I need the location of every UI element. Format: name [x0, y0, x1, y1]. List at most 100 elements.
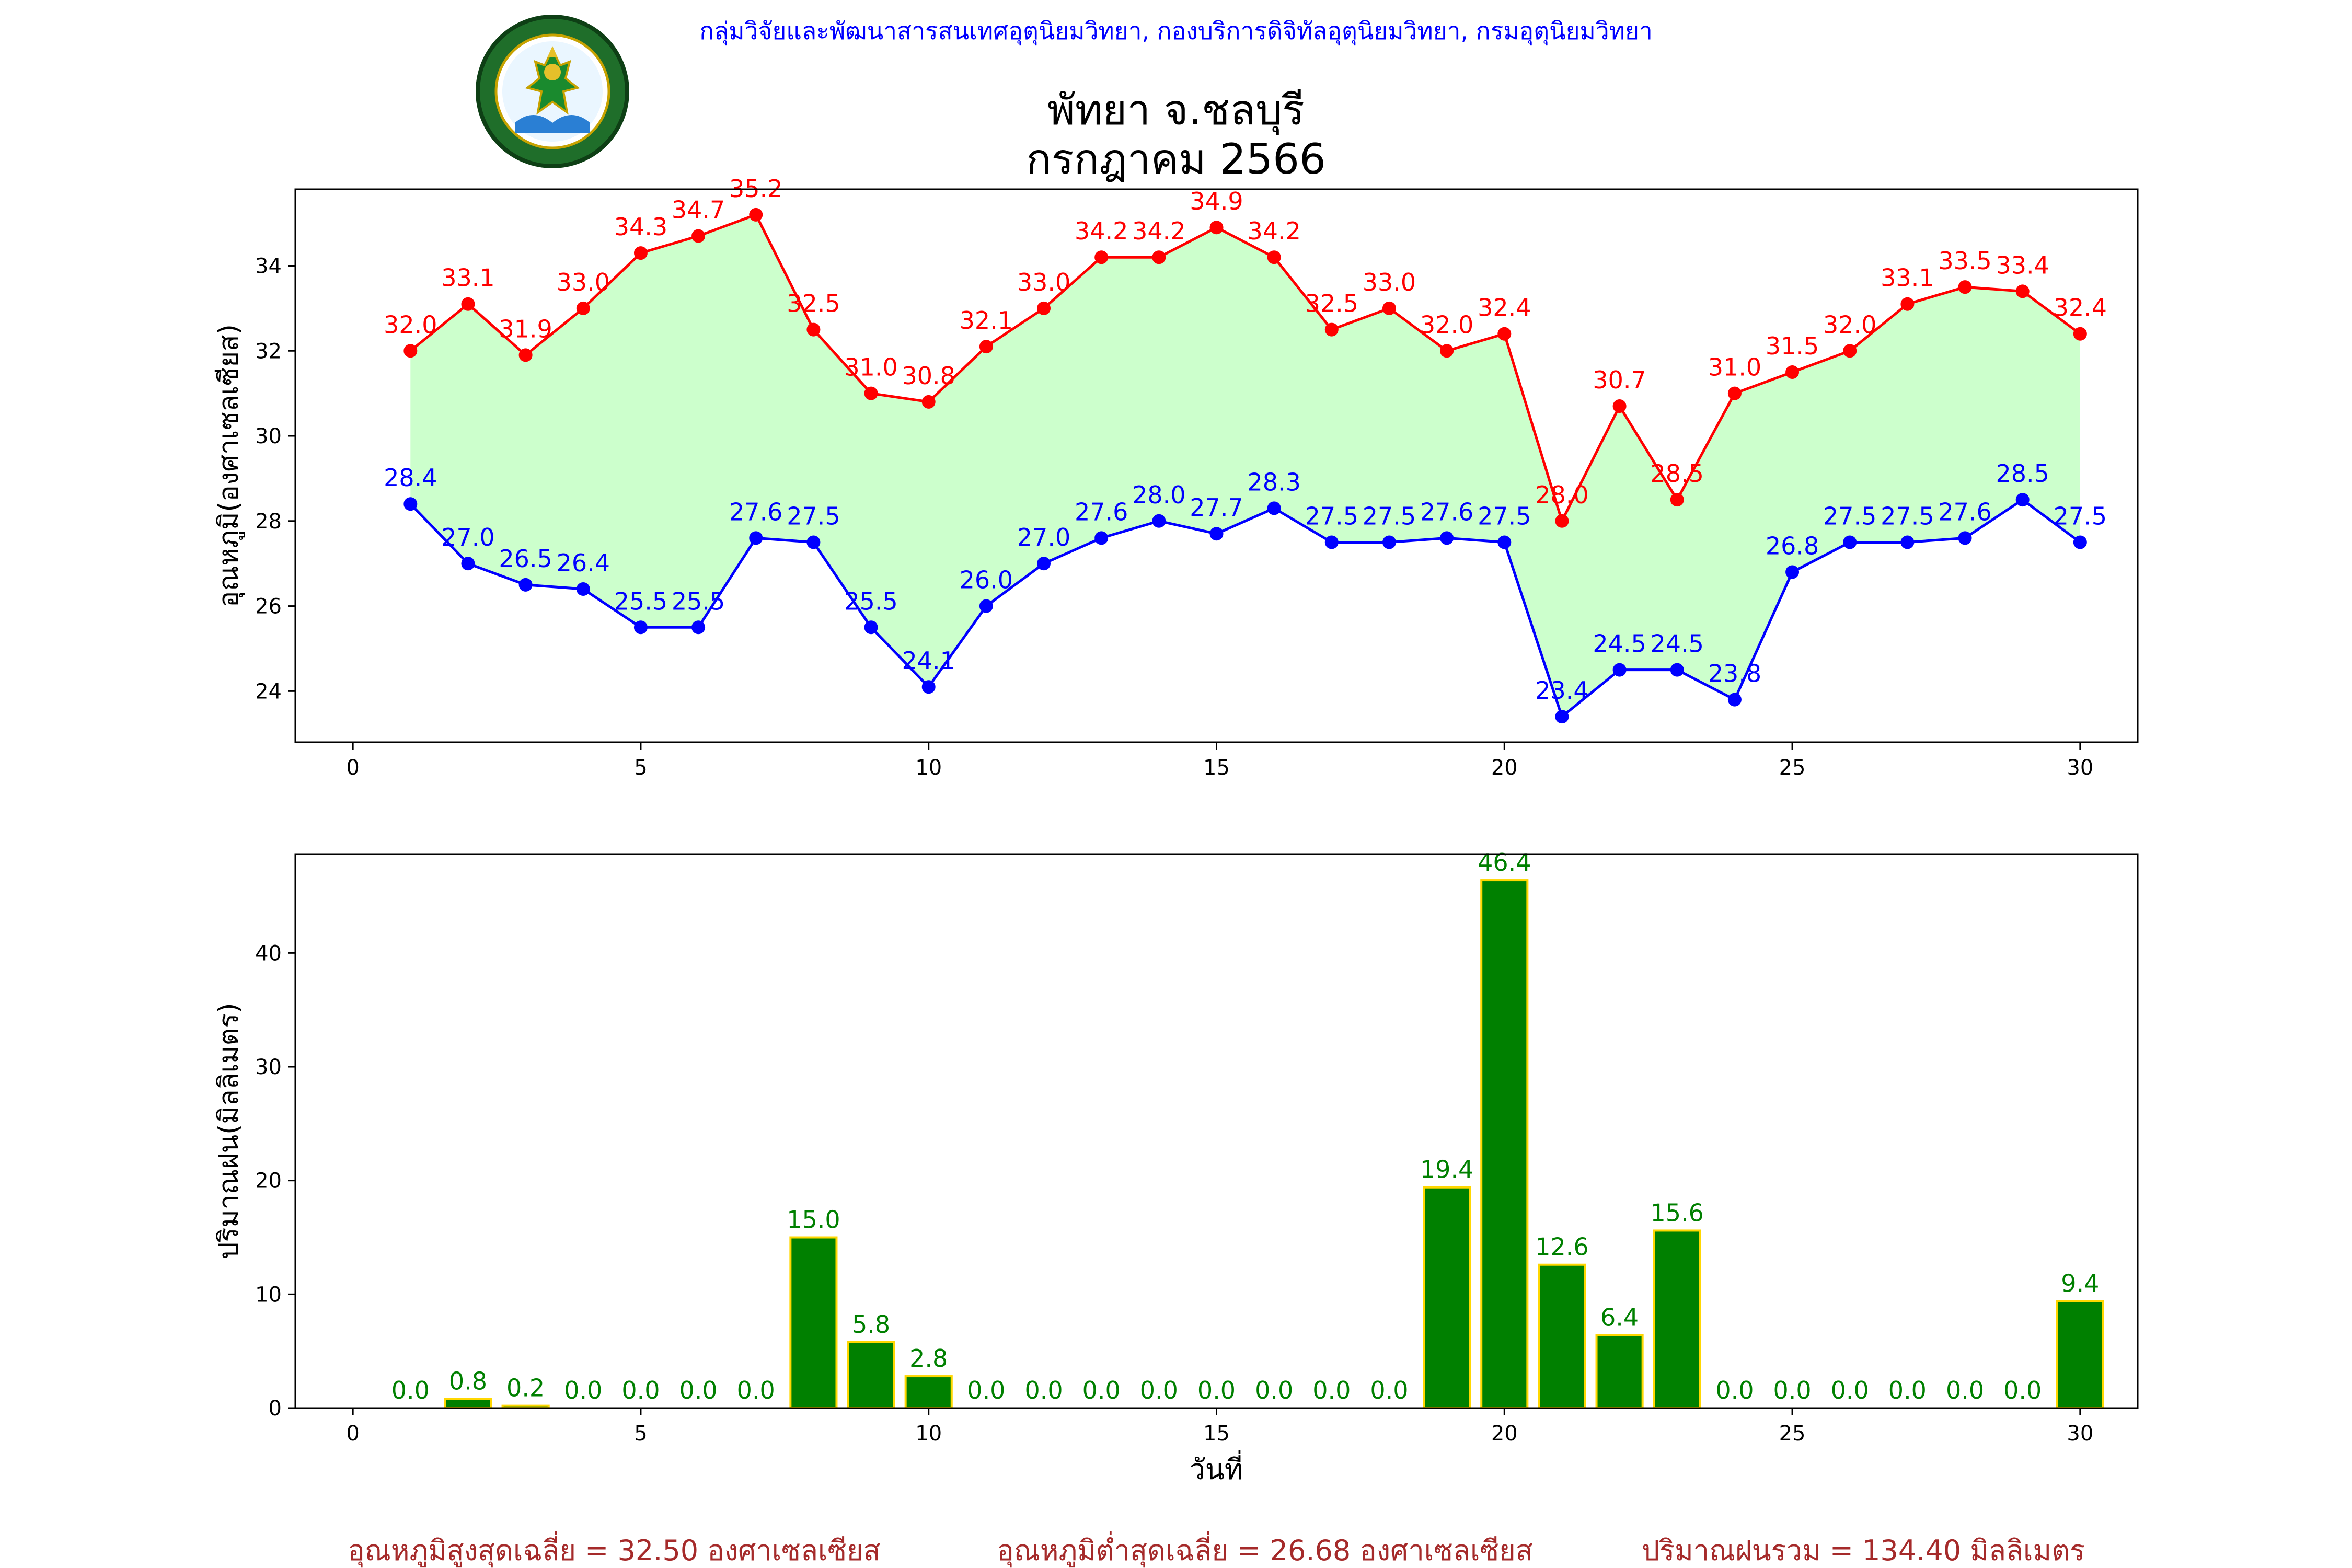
temperature-y-axis-label: อุณหภูมิ(องศาเซลเซียส): [213, 324, 245, 607]
min-temp-label: 27.6: [729, 498, 782, 526]
min-temp-point: [576, 582, 590, 596]
max-temp-point: [633, 246, 648, 260]
max-temp-point: [1440, 344, 1454, 358]
rain-value-label: 46.4: [1478, 848, 1531, 877]
min-temp-label: 28.3: [1247, 468, 1300, 496]
max-temp-label: 32.1: [960, 306, 1013, 335]
min-temp-point: [1555, 710, 1569, 724]
max-temp-label: 33.0: [1363, 268, 1416, 296]
min-temp-label: 27.5: [1823, 502, 1876, 530]
min-temp-point: [1958, 531, 1972, 545]
rain-bar: [1653, 1229, 1701, 1409]
max-temp-point: [1324, 322, 1339, 337]
max-temp-point: [2015, 284, 2030, 298]
min-temp-label: 24.5: [1651, 630, 1704, 658]
rain-value-label: 9.4: [2061, 1269, 2099, 1297]
max-temp-point: [1037, 301, 1051, 315]
max-temp-label: 30.8: [902, 362, 955, 390]
min-temp-point: [1900, 535, 1915, 549]
max-temp-label: 34.3: [614, 213, 667, 241]
max-temp-point: [1612, 399, 1627, 413]
max-temp-point: [1497, 327, 1512, 341]
max-temp-label: 34.9: [1190, 187, 1243, 215]
min-temp-point: [1037, 557, 1051, 571]
rainfall-axes-frame: [294, 853, 2139, 1409]
max-temp-point: [749, 207, 763, 222]
max-temp-line: [409, 213, 2081, 525]
rain-value-label: 0.0: [967, 1376, 1005, 1404]
min-temp-label: 26.5: [499, 545, 552, 573]
min-temp-point: [1152, 514, 1166, 528]
max-temp-point: [1555, 514, 1569, 528]
rain-value-label: 0.0: [1082, 1376, 1121, 1404]
max-temp-label: 30.7: [1593, 366, 1646, 394]
rain-bar: [1423, 1186, 1471, 1409]
rain-value-label: 0.0: [621, 1376, 660, 1404]
min-temp-point: [806, 535, 821, 549]
rain-value-label: 0.0: [1831, 1376, 1869, 1404]
temperature-chart: 0 5 10 15 20 25 3024262830323432.033.131.933.0…: [213, 175, 2139, 780]
temperature-y-tick-label: 24: [255, 679, 282, 704]
min-temp-point: [2073, 535, 2087, 549]
rain-value-label: 15.6: [1651, 1198, 1704, 1227]
max-temp-point: [979, 340, 993, 354]
max-temp-point: [1152, 250, 1166, 264]
rain-value-label: 0.0: [1888, 1376, 1927, 1404]
min-temp-point: [403, 497, 418, 511]
min-temp-point: [691, 620, 706, 635]
rain-bar: [1538, 1263, 1586, 1410]
temperature-y-tick-label: 30: [255, 424, 282, 448]
rain-value-label: 0.0: [1312, 1376, 1351, 1404]
rain-value-label: 12.6: [1535, 1233, 1588, 1261]
temperature-x-tick-label: 30: [2067, 756, 2093, 780]
rain-value-label: 0.2: [506, 1374, 545, 1402]
min-temp-label: 27.0: [441, 523, 494, 551]
max-temp-point: [1843, 344, 1857, 358]
min-temp-label: 25.5: [614, 587, 667, 615]
rain-value-label: 0.0: [1370, 1376, 1408, 1404]
rainfall-y-tick-label: 30: [255, 1055, 282, 1079]
rain-value-label: 0.0: [1197, 1376, 1236, 1404]
max-temp-point: [2073, 327, 2087, 341]
rain-value-label: 0.0: [1715, 1376, 1754, 1404]
max-temp-label: 32.4: [2054, 294, 2107, 322]
avg-max-temp-summary: อุณหภูมิสูงสุดเฉลี่ย = 32.50 องศาเซลเซีย…: [348, 1531, 880, 1568]
department-line: กลุ่มวิจัยและพัฒนาสารสนเทศอุตุนิยมวิทยา,…: [699, 17, 1653, 46]
min-temp-point: [2015, 493, 2030, 507]
chart-title: พัทยา จ.ชลบุรี: [1047, 86, 1305, 135]
rain-bar: [1595, 1334, 1644, 1410]
max-temp-label: 31.9: [499, 315, 552, 343]
avg-min-temp-summary: อุณหภูมิต่ำสุดเฉลี่ย = 26.68 องศาเซลเซีย…: [997, 1531, 1532, 1568]
max-temp-point: [1382, 301, 1396, 315]
max-temp-label: 33.0: [557, 268, 610, 296]
max-temp-point: [1267, 250, 1281, 264]
min-temp-label: 27.7: [1190, 493, 1243, 522]
max-temp-label: 34.7: [672, 196, 725, 224]
meteorological-department-logo: [476, 15, 629, 168]
temperature-y-tick-label: 32: [255, 339, 282, 363]
min-temp-label: 24.1: [902, 647, 955, 675]
min-temp-label: 27.5: [1881, 502, 1934, 530]
rainfall-x-tick-label: 20: [1491, 1422, 1518, 1446]
max-temp-label: 28.0: [1535, 481, 1588, 509]
chart-subtitle: กรกฎาคม 2566: [1026, 135, 1326, 183]
min-temp-label: 27.6: [1075, 498, 1128, 526]
rainfall-x-tick-label: 0: [346, 1422, 359, 1446]
rainfall-chart: 0 5 10 15 20 25 30 0 10 20 30 40 0.0 0.8 0.2 0.0 0.0 0.0 0…: [213, 848, 2139, 1486]
rain-value-label: 0.0: [1024, 1376, 1063, 1404]
rain-value-label: 0.8: [449, 1367, 487, 1396]
max-temp-label: 32.0: [1823, 310, 1876, 339]
rainfall-x-tick-label: 25: [1779, 1422, 1806, 1446]
rain-bar: [904, 1375, 953, 1409]
temperature-x-tick-label: 10: [915, 756, 942, 780]
min-temp-point: [1670, 663, 1684, 677]
min-temp-label: 27.5: [2054, 502, 2107, 530]
rain-value-label: 0.0: [564, 1376, 602, 1404]
rain-bar: [789, 1236, 838, 1409]
min-temp-point: [461, 557, 475, 571]
max-temp-point: [518, 348, 533, 362]
max-temp-point: [461, 297, 475, 311]
rainfall-y-tick-label: 10: [255, 1283, 282, 1307]
min-temp-point: [864, 620, 878, 635]
min-temp-point: [921, 680, 936, 694]
